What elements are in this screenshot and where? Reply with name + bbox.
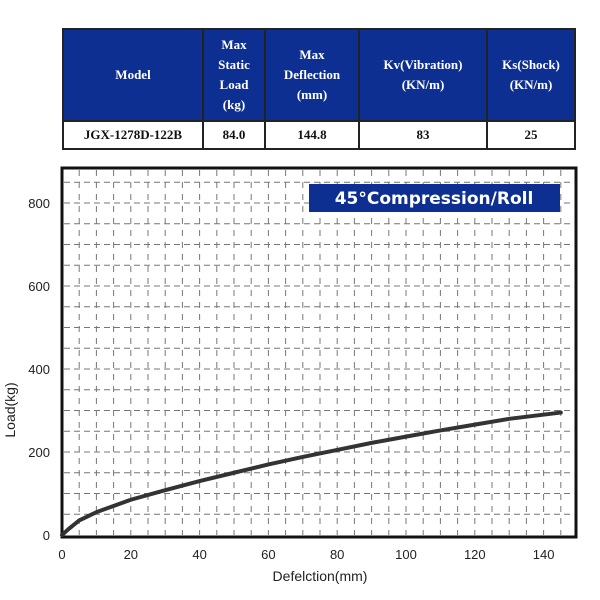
header-kv: Kv(Vibration) (KN/m) — [358, 28, 488, 122]
header-max-deflection: Max Deflection (mm) — [264, 28, 360, 122]
header-model: Model — [62, 28, 204, 122]
grid — [64, 170, 574, 535]
spec-table: Model Max Static Load (kg) Max Deflectio… — [62, 28, 576, 150]
x-axis-label: Defelction(mm) — [273, 568, 368, 584]
table-row: JGX-1278D-122B 84.0 144.8 83 25 — [62, 120, 576, 150]
cell-model: JGX-1278D-122B — [62, 120, 204, 150]
cell-kv: 83 — [358, 120, 488, 150]
table-header-row: Model Max Static Load (kg) Max Deflectio… — [62, 28, 576, 122]
cell-max-deflection: 144.8 — [264, 120, 360, 150]
x-tick-label: 140 — [533, 547, 555, 562]
y-tick-label: 0 — [43, 528, 50, 543]
header-ks: Ks(Shock) (KN/m) — [486, 28, 576, 122]
x-tick-label: 0 — [58, 547, 65, 562]
y-tick-label: 200 — [28, 445, 50, 460]
x-tick-label: 20 — [124, 547, 138, 562]
y-tick-label: 800 — [28, 196, 50, 211]
x-tick-label: 60 — [261, 547, 275, 562]
x-tick-label: 80 — [330, 547, 344, 562]
y-tick-label: 600 — [28, 279, 50, 294]
x-tick-label: 100 — [395, 547, 417, 562]
chart-title: 45°Compression/Roll — [335, 189, 534, 209]
y-tick-label: 400 — [28, 362, 50, 377]
plot-frame — [60, 166, 578, 539]
cell-max-static-load: 84.0 — [202, 120, 266, 150]
x-tick-label: 40 — [192, 547, 206, 562]
x-tick-label: 120 — [464, 547, 486, 562]
y-axis-label: Load(kg) — [2, 382, 18, 437]
header-max-static-load: Max Static Load (kg) — [202, 28, 266, 122]
legend-box — [309, 184, 560, 212]
series-line — [60, 410, 563, 537]
cell-ks: 25 — [486, 120, 576, 150]
